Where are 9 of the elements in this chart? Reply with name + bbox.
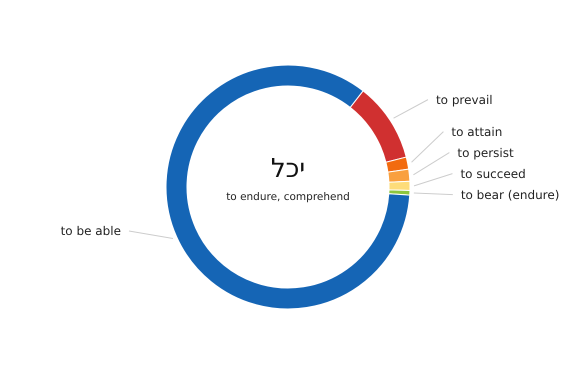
slice-label: to persist — [457, 146, 514, 160]
text: יכל — [270, 154, 306, 184]
text: to endure, comprehend — [226, 191, 350, 203]
slice-label: to attain — [451, 124, 502, 139]
slice-label: to prevail — [436, 92, 493, 107]
slice-label: to be able — [60, 224, 121, 238]
slice-label: to succeed — [460, 166, 526, 181]
donut-slice — [166, 64, 410, 310]
slice-label: to bear (endure) — [460, 188, 560, 202]
